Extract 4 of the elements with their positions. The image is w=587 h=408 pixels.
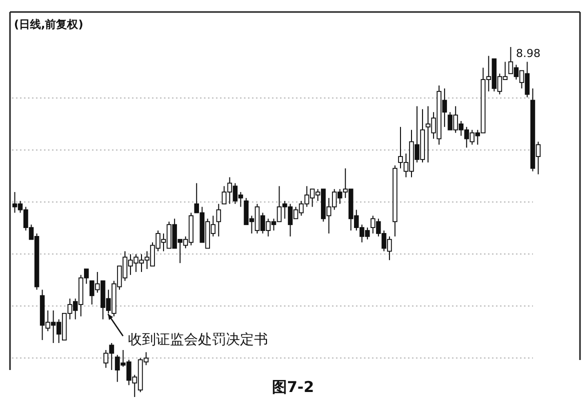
caption: 图7-2	[272, 378, 314, 396]
chart-title: (日线,前复权)	[14, 18, 84, 31]
annotation: 8.98	[516, 47, 540, 60]
annotation: 收到证监会处罚决定书	[128, 332, 268, 348]
